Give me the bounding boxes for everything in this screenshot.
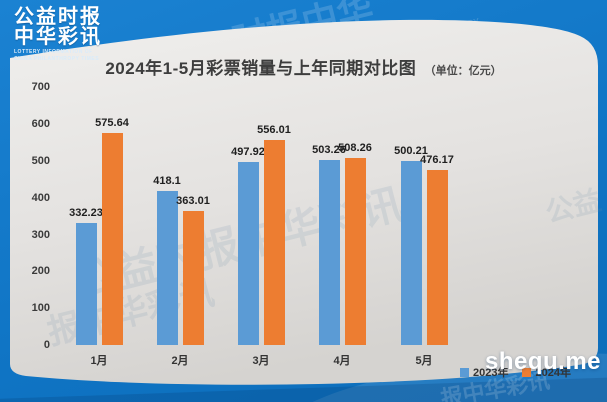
- bar-2024年-1月: [101, 133, 123, 345]
- x-axis-category-label: 5月: [415, 355, 433, 367]
- legend-item-2023年: 2023年: [460, 364, 508, 380]
- legend-item-2024年: 2024年: [522, 364, 571, 380]
- bar-value-label: 508.26: [338, 141, 372, 154]
- logo-sub1: LOTTERY INFORMATION OF: [14, 48, 93, 55]
- bar-2023年-3月: [237, 161, 259, 345]
- bar-2023年-5月: [400, 160, 422, 345]
- bar-value-label: 500.21: [394, 144, 428, 157]
- bar-value-label: 332.23: [69, 206, 103, 219]
- bar-value-label: 363.01: [176, 195, 210, 208]
- x-axis-category-label: 4月: [333, 355, 351, 367]
- y-axis-tick-label: 100: [31, 302, 50, 315]
- legend-swatch: [522, 367, 532, 377]
- legend-swatch: [460, 367, 469, 377]
- bar-2023年-4月: [318, 159, 340, 345]
- publisher-logo: 公益时报 中华彩讯 LOTTERY INFORMATION OF CHINA P…: [14, 7, 102, 62]
- legend-label: 2023年: [473, 367, 509, 379]
- y-axis-tick-label: 700: [31, 81, 50, 94]
- site-watermark: shequ.me: [484, 348, 601, 375]
- bar-value-label: 575.64: [95, 117, 129, 130]
- y-axis-tick-label: 200: [31, 265, 50, 278]
- bar-value-label: 418.1: [153, 175, 181, 188]
- legend-label: 2024年: [535, 367, 571, 379]
- bar-value-label: 503.26: [312, 143, 346, 156]
- chart-title-unit: （单位：亿元）: [424, 65, 502, 77]
- y-axis-tick-label: 400: [31, 191, 50, 204]
- bar-value-label: 497.92: [231, 145, 265, 158]
- bar-2024年-2月: [182, 211, 204, 345]
- x-axis-category-label: 3月: [252, 355, 270, 367]
- y-axis-tick-label: 300: [31, 228, 50, 241]
- y-axis-tick-label: 500: [31, 155, 50, 167]
- bar-2024年-3月: [263, 140, 285, 345]
- chart-title-text: 2024年1-5月彩票销量与上年同期对比图: [105, 59, 417, 78]
- y-axis-tick-label: 0: [43, 339, 50, 351]
- x-axis-category-label: 2月: [171, 355, 189, 367]
- logo-line1: 公益时报: [14, 6, 102, 28]
- bar-2023年-1月: [75, 222, 97, 345]
- bar-2024年-5月: [426, 169, 448, 345]
- logo-line2: 中华彩讯: [14, 26, 102, 49]
- bar-value-label: 476.17: [420, 153, 454, 166]
- bar-value-label: 556.01: [257, 124, 291, 137]
- x-axis-category-label: 1月: [90, 355, 108, 367]
- bar-2024年-4月: [344, 157, 366, 345]
- chart-title: 2024年1-5月彩票销量与上年同期对比图 （单位：亿元）: [0, 54, 607, 79]
- y-axis-tick-label: 600: [31, 118, 50, 131]
- chart-legend: 2023年 2024年: [460, 364, 571, 380]
- logo-sub2: CHINA PHILANTHROPY TIMES: [14, 55, 100, 62]
- bar-2023年-2月: [156, 191, 178, 345]
